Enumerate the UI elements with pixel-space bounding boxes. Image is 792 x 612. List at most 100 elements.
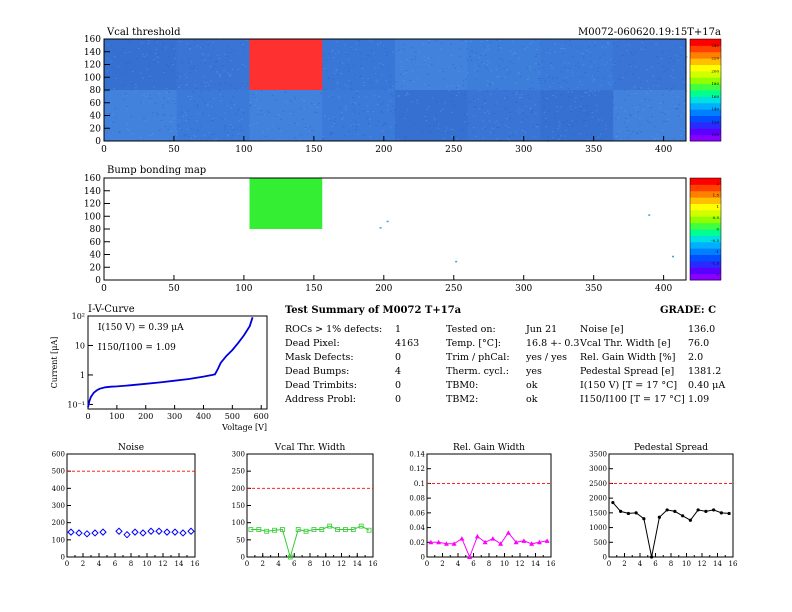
pixel-speckle [663,120,665,122]
pixel-speckle [347,71,350,73]
pixel-speckle [406,109,409,111]
pixel-speckle [130,116,132,118]
pixel-speckle [551,131,554,133]
pixel-speckle [299,139,302,141]
pixel-speckle [135,87,137,89]
pixel-speckle [332,132,335,134]
pixel-speckle [157,57,160,59]
y-tick-label: 3000 [589,465,607,473]
pixel-speckle [169,121,172,123]
pixel-speckle [620,60,622,62]
pixel-speckle [565,124,568,126]
pixel-speckle [459,65,462,67]
pixel-speckle [414,58,416,60]
pixel-speckle [564,48,566,50]
grade-label: GRADE: C [660,305,717,316]
pixel-speckle [114,108,116,110]
pixel-speckle [329,132,331,134]
pixel-speckle [142,77,144,79]
pixel-speckle [531,81,534,83]
pixel-speckle [399,73,402,75]
pixel-speckle [532,122,534,124]
pixel-speckle [214,139,217,141]
pixel-speckle [582,105,585,107]
pixel-speckle [394,108,397,110]
pixel-speckle [630,115,632,117]
pixel-speckle [471,50,473,52]
pixel-speckle [208,84,210,86]
pixel-speckle [487,80,489,82]
pixel-speckle [604,63,606,65]
pixel-speckle [509,111,511,113]
summary-label: Dead Bumps: [285,366,350,377]
pixel-speckle [193,100,196,102]
pixel-speckle [207,137,209,139]
pixel-speckle [110,60,112,62]
pixel-speckle [521,110,524,112]
summary-label: ROCs > 1% defects: [285,324,383,335]
pixel-speckle [126,124,129,126]
pixel-speckle [193,91,196,93]
pixel-speckle [571,91,573,93]
pixel-speckle [403,138,406,140]
pixel-speckle [368,118,371,120]
pixel-speckle [404,117,407,119]
pixel-speckle [621,76,624,78]
pixel-speckle [463,97,466,99]
pixel-speckle [642,109,645,111]
pixel-speckle [550,64,552,66]
roc-cell [540,90,614,141]
pixel-speckle [277,138,279,140]
colorbar-swatch [690,77,721,85]
pixel-speckle [242,64,244,66]
pixel-speckle [635,109,638,111]
y-tick-label: 0 [241,554,245,562]
pixel-speckle [151,133,154,135]
data-point [727,511,731,516]
pixel-speckle [478,108,481,110]
pixel-speckle [507,138,509,140]
pixel-speckle [177,125,179,127]
pixel-speckle [305,107,308,109]
pixel-speckle [680,135,682,137]
pixel-speckle [515,101,518,103]
pixel-speckle [634,107,637,109]
pixel-speckle [104,125,106,127]
pixel-speckle [171,121,173,123]
pixel-speckle [264,135,267,137]
colorbar-swatch [690,229,721,236]
pixel-speckle [506,98,509,100]
pixel-speckle [311,103,313,105]
pixel-speckle [176,134,178,136]
pixel-speckle [473,65,476,67]
pixel-speckle [610,117,613,119]
pixel-speckle [342,117,344,119]
pixel-speckle [342,126,345,128]
pixel-speckle [106,81,108,83]
pixel-speckle [333,120,336,122]
y-tick-label: 20 [90,124,102,134]
pixel-speckle [126,63,129,65]
pixel-speckle [465,41,467,43]
pixel-speckle [126,95,129,97]
pixel-speckle [247,82,249,84]
pixel-speckle [380,103,382,105]
pixel-speckle [149,135,151,137]
pixel-speckle [505,107,507,109]
pixel-speckle [331,126,333,128]
pixel-speckle [387,104,389,106]
pixel-speckle [382,125,384,127]
pixel-speckle [470,60,473,62]
pixel-speckle [193,135,195,137]
x-tick-label: 14 [713,560,722,568]
data-point [99,528,107,536]
pixel-speckle [503,97,506,99]
pixel-speckle [208,132,210,134]
pixel-speckle [538,79,541,81]
pixel-speckle [212,120,214,122]
summary-value: yes [526,366,542,377]
pixel-speckle [186,128,189,130]
pixel-speckle [597,136,600,138]
pixel-speckle [255,99,258,101]
pixel-speckle [486,45,489,47]
